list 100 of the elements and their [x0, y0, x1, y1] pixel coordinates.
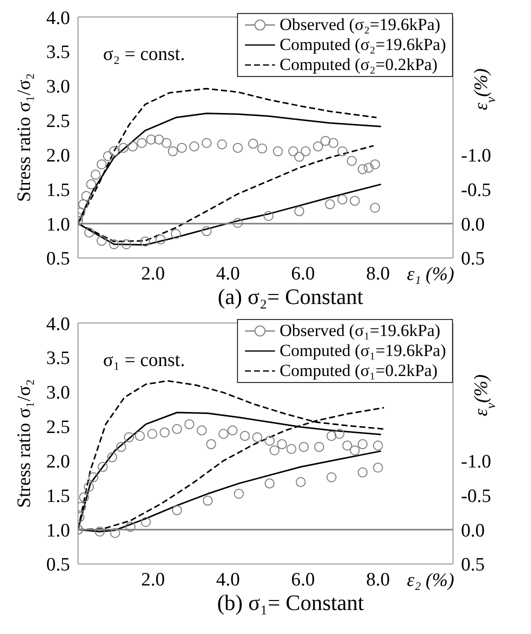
point: [364, 162, 374, 173]
point: [94, 526, 105, 537]
point: [206, 439, 216, 450]
y-tick-label: 2.5: [46, 417, 70, 438]
point: [116, 442, 126, 452]
point: [358, 467, 368, 478]
point: [96, 159, 107, 170]
point: [358, 164, 368, 174]
point: [124, 432, 134, 442]
y-tick-label: 2.5: [46, 111, 70, 132]
y-tick-label: 2.0: [46, 451, 70, 472]
point: [216, 139, 228, 150]
y2-tick-label: 0.0: [461, 520, 485, 542]
point: [288, 146, 298, 156]
x-tick-label: 8.0: [366, 569, 390, 590]
point: [184, 419, 194, 430]
y-tick-label: 3.0: [46, 76, 70, 98]
point: [161, 138, 172, 148]
point: [240, 430, 250, 441]
point: [328, 138, 338, 148]
point: [172, 424, 182, 434]
y-tick-label: 0.5: [46, 248, 70, 270]
point: [227, 425, 238, 436]
point: [276, 439, 288, 450]
x-tick-label: 6.0: [291, 569, 315, 590]
point: [269, 445, 280, 456]
point: [160, 427, 170, 438]
point: [176, 142, 187, 153]
x-tick-label: 6.0: [291, 263, 315, 284]
point: [296, 477, 306, 488]
legend-label: Computed (σ₁=19.6kPa): [280, 341, 446, 361]
point: [136, 138, 147, 148]
y-tick-label: 2.0: [46, 145, 70, 166]
point: [334, 428, 344, 439]
point: [107, 452, 118, 462]
point: [234, 488, 244, 499]
point: [337, 194, 348, 204]
point: [86, 179, 96, 190]
point: [346, 156, 357, 166]
point: [98, 462, 108, 472]
point: [218, 428, 229, 439]
point: [372, 440, 384, 451]
point: [78, 492, 90, 502]
point: [128, 141, 138, 152]
x-tick-label: 4.0: [216, 569, 240, 590]
legend-label: Observed (σ₂=19.6kPa): [280, 15, 440, 35]
y2-tick-label: -1.0: [461, 145, 492, 166]
point: [286, 444, 296, 454]
y-tick-label: 1.5: [46, 486, 70, 507]
point: [84, 482, 94, 492]
point: [202, 226, 212, 236]
point: [370, 159, 380, 170]
text: (b) σ₁= Constant: [216, 590, 365, 616]
y2-tick-label: -1.0: [461, 451, 492, 472]
y2-tick-label: -0.5: [461, 180, 492, 201]
point: [248, 138, 258, 149]
point: [88, 472, 98, 482]
point: [118, 142, 128, 153]
point: [370, 202, 380, 213]
legend-label: Observed (σ₁=19.6kPa): [280, 321, 440, 341]
point: [232, 142, 243, 153]
y-axis-title: Stress ratio σ₁/σ₂: [14, 73, 35, 202]
y2-tick-label: 0.5: [461, 248, 485, 270]
point: [78, 199, 88, 210]
point: [326, 430, 337, 441]
y-axis-title: Stress ratio σ₁/σ₂: [14, 379, 35, 508]
point: [312, 141, 324, 152]
point: [202, 138, 212, 148]
y2-tick-label: 0.5: [461, 554, 485, 576]
point: [170, 228, 181, 239]
x-tick-label: 4.0: [216, 263, 240, 284]
legend-label: Computed (σ₁=0.2kPa): [280, 361, 438, 381]
x-axis-title: ε₂ (%): [406, 570, 454, 591]
point: [252, 432, 262, 442]
y-tick-label: 1.0: [46, 214, 70, 236]
point: [84, 228, 94, 238]
point: [146, 134, 156, 145]
y-tick-label: 0.5: [46, 554, 70, 576]
point: [232, 218, 243, 228]
legend-label: Computed (σ₂=0.2kPa): [280, 55, 438, 75]
point: [294, 152, 304, 162]
point: [108, 146, 120, 156]
annotation: σ₂ = const.: [103, 44, 185, 66]
point: [121, 239, 132, 250]
point: [102, 151, 114, 162]
point: [272, 146, 283, 156]
point: [257, 144, 268, 154]
text: (a) σ₂= Constant: [216, 284, 364, 310]
point: [264, 436, 275, 446]
point: [108, 239, 120, 250]
annotation: σ₁ = const.: [103, 350, 185, 372]
point: [263, 210, 274, 221]
point: [314, 442, 324, 452]
legend-label: Computed (σ₂=19.6kPa): [280, 35, 446, 55]
point: [264, 478, 275, 488]
point: [147, 428, 158, 439]
y-tick-label: 1.0: [46, 520, 70, 542]
point: [326, 472, 337, 482]
x-tick-label: 2.0: [141, 263, 165, 284]
y-tick-label: 3.5: [46, 42, 70, 64]
